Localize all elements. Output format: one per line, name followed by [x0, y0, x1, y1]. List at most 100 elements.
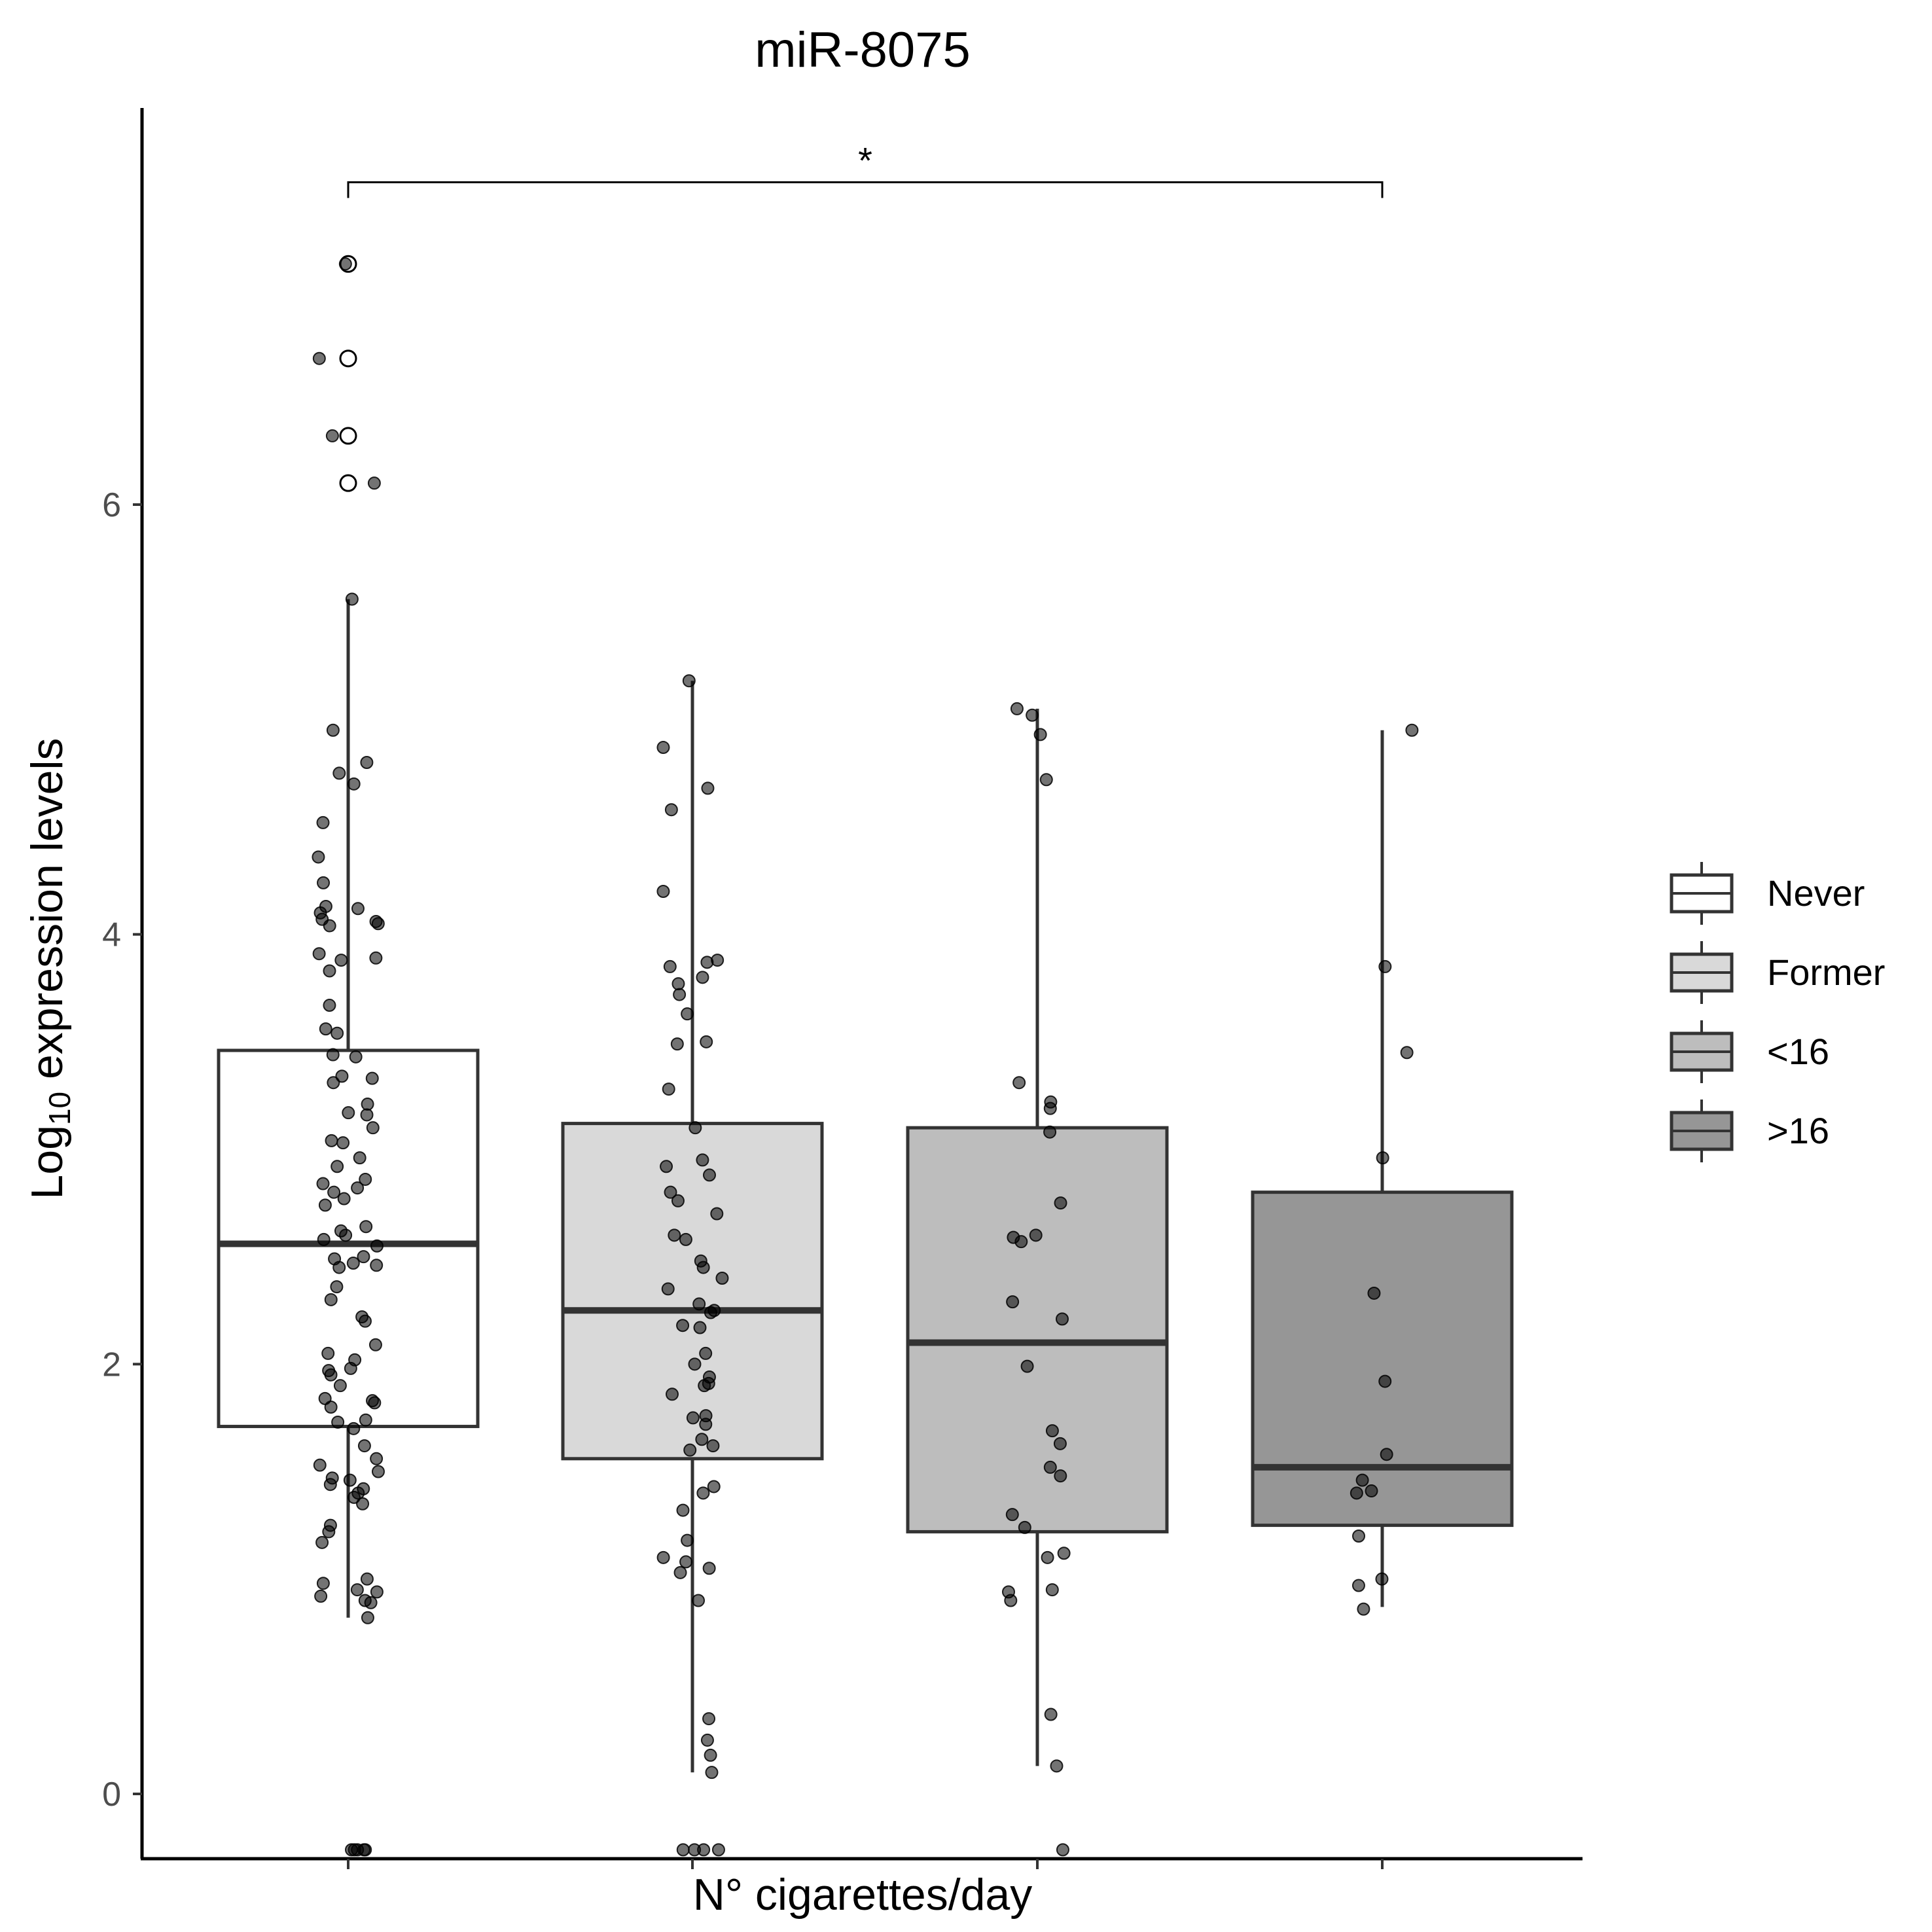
data-point [689, 1121, 702, 1135]
data-point [351, 1181, 365, 1195]
data-point [1026, 708, 1039, 722]
outlier-point [339, 349, 357, 368]
data-point [661, 1282, 675, 1296]
data-point [696, 1486, 710, 1500]
data-point [347, 777, 361, 791]
iqr-box [1251, 1190, 1514, 1528]
y-axis-title-subscript: 10 [43, 1092, 77, 1125]
y-tick-label: 6 [102, 486, 121, 524]
data-point [361, 1611, 374, 1624]
legend-item: >16 [1670, 1100, 1829, 1162]
data-point [326, 723, 340, 737]
data-point [339, 1228, 353, 1242]
data-point [364, 1596, 378, 1609]
data-point [1004, 1594, 1018, 1607]
legend-label: <16 [1767, 1031, 1829, 1072]
data-point [356, 1497, 370, 1511]
data-point [700, 956, 714, 969]
data-point [312, 850, 325, 864]
data-point [662, 1082, 675, 1096]
data-point [1039, 773, 1053, 787]
data-point [370, 1452, 384, 1465]
data-point [331, 1026, 344, 1040]
data-point [350, 1583, 364, 1597]
data-point [360, 1108, 374, 1122]
data-point [330, 1280, 344, 1294]
data-point [370, 1585, 384, 1599]
data-point [1005, 1508, 1019, 1522]
data-point [1376, 1151, 1389, 1165]
data-point [699, 1418, 713, 1431]
data-point [656, 885, 670, 898]
data-point [325, 429, 339, 442]
data-point [1350, 1486, 1363, 1500]
data-point [1357, 1602, 1370, 1616]
data-point [336, 1136, 350, 1150]
data-point [357, 1439, 371, 1453]
data-point [696, 971, 709, 984]
data-point [1405, 723, 1419, 737]
data-point [327, 1185, 341, 1199]
data-point [333, 1379, 347, 1393]
y-axis-title-main: Log [22, 1125, 72, 1199]
x-ticks [347, 1859, 1384, 1869]
data-point [349, 1050, 363, 1064]
data-point [357, 1843, 371, 1857]
data-point [673, 988, 687, 1001]
chart-title: miR-8075 [755, 22, 970, 78]
y-tick-label: 4 [102, 916, 121, 954]
data-point [1045, 1583, 1059, 1597]
data-point [322, 1525, 336, 1539]
data-point [1378, 959, 1392, 973]
iqr-box [561, 1122, 824, 1461]
data-point [679, 1232, 692, 1246]
data-point [681, 1007, 694, 1021]
data-point [316, 1177, 330, 1190]
jitter-points [312, 257, 1419, 1857]
data-point [1055, 1312, 1069, 1326]
data-point [360, 1572, 374, 1586]
data-point [688, 1357, 702, 1371]
box-1 [217, 255, 480, 1618]
data-point [664, 1185, 677, 1199]
data-point [1053, 1437, 1067, 1450]
y-axis-title: Log10 expression levels [22, 738, 77, 1199]
legend: Never Former <16 >16 [1670, 862, 1885, 1162]
data-point [323, 1478, 337, 1492]
data-point [668, 1228, 681, 1242]
data-point [700, 1733, 714, 1747]
data-point [696, 1153, 709, 1167]
data-point [315, 1535, 329, 1549]
data-point [1006, 1295, 1020, 1309]
data-point [324, 1368, 338, 1382]
significance-line [347, 181, 1384, 198]
data-point [312, 351, 326, 365]
x-axis-title: N° cigarettes/day [693, 1870, 1033, 1920]
data-point [1033, 728, 1047, 742]
data-point [706, 1439, 720, 1453]
data-point [370, 1239, 384, 1253]
data-point [698, 1379, 711, 1393]
data-point [365, 1071, 379, 1085]
data-point [332, 766, 346, 780]
box-4 [1251, 730, 1514, 1607]
data-point [324, 1293, 338, 1306]
data-point [692, 1594, 706, 1607]
data-point [1045, 1424, 1059, 1438]
data-point [699, 1346, 713, 1360]
data-point [1054, 1469, 1067, 1483]
data-point [319, 1022, 332, 1036]
data-point [671, 1194, 685, 1208]
data-point [704, 1748, 717, 1762]
data-point [1041, 1550, 1054, 1564]
data-point [1054, 1196, 1067, 1210]
data-point [656, 1550, 670, 1564]
data-point [331, 1415, 345, 1429]
data-point [371, 1465, 385, 1478]
legend-item: Never [1670, 862, 1865, 925]
data-point [1378, 1374, 1392, 1388]
data-point [656, 741, 670, 755]
data-point [325, 1134, 338, 1147]
data-point [313, 1458, 327, 1472]
